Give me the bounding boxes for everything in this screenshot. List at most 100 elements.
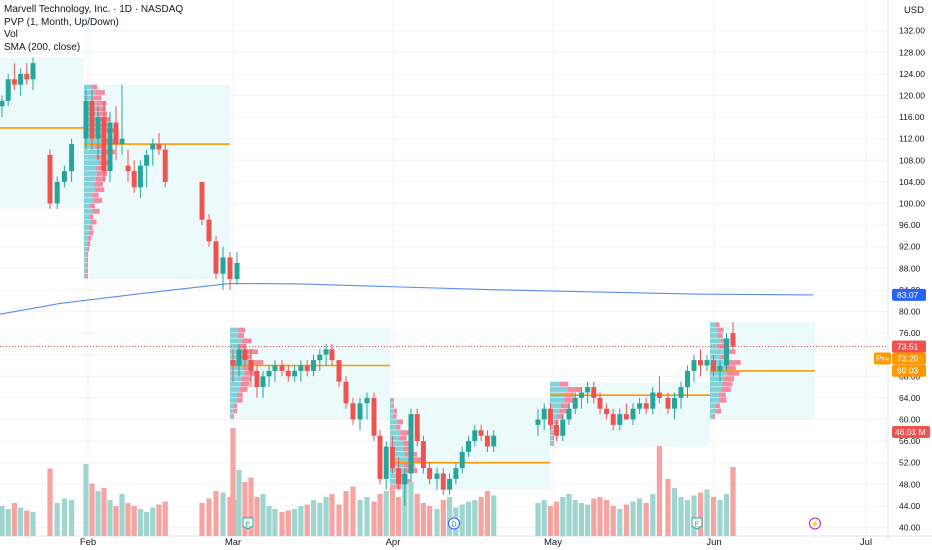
volume-bar (61, 498, 67, 536)
volume-bar (242, 482, 248, 536)
volume-bar (389, 485, 395, 536)
profile-bar-up (84, 138, 103, 144)
profile-bar-down (393, 408, 397, 414)
profile-area (84, 84, 230, 280)
volume-bar (266, 506, 272, 536)
volume-bar (298, 506, 304, 536)
profile-bar-up (710, 338, 721, 344)
volume-bar (465, 501, 472, 536)
profile-bar-up (390, 419, 398, 425)
split-icon[interactable]: ⚡ (809, 517, 821, 530)
volume-bar (671, 488, 678, 536)
profile-bar-down (402, 441, 414, 446)
volume-bar (254, 497, 260, 536)
profile-bar-down (86, 262, 88, 268)
volume-bar (279, 512, 285, 536)
profile-bar-down (95, 144, 105, 149)
profile-bar-down (92, 208, 100, 214)
profile-bar-up (390, 424, 396, 430)
profile-bar-down (241, 338, 252, 344)
volume-bar (350, 486, 356, 536)
volume-bar (560, 497, 566, 536)
volume-bar (591, 498, 597, 536)
price-tick-label: 88.00 (899, 263, 921, 273)
candle-body (691, 360, 697, 371)
candle-body (678, 387, 684, 398)
profile-bar-down (564, 397, 577, 403)
event-badges[interactable]: E D E ⚡ (242, 517, 821, 530)
volume-bar (396, 497, 402, 536)
badge-shape (809, 517, 821, 530)
candle-body (113, 122, 119, 145)
vol-indicator-label[interactable]: Vol (4, 29, 18, 40)
pvp-indicator-label[interactable]: PVP (1, Month, Up/Down) (4, 16, 119, 28)
profile-bar-down (89, 214, 94, 220)
profile-bar-down (95, 176, 106, 182)
earnings-icon[interactable]: E (242, 517, 254, 530)
volume-bar (623, 504, 629, 536)
time-tick-label: Mar (225, 537, 241, 548)
volume-bar (206, 498, 212, 536)
candle-body (248, 360, 254, 371)
profile-bar-down (96, 106, 106, 112)
candle-body (427, 468, 433, 479)
profile-bar-up (84, 181, 95, 187)
profile-bar-up (84, 203, 91, 209)
candle-body (665, 397, 671, 409)
profile-bar-up (390, 435, 400, 441)
currency-label[interactable]: USD (903, 5, 924, 16)
volume-bar (101, 488, 107, 536)
profile-bar-up (390, 397, 393, 403)
candle-body (402, 473, 408, 485)
profile-bar-down (96, 100, 107, 106)
profile-bar-up (230, 365, 243, 371)
volume-bar (402, 476, 408, 536)
candle-body (604, 408, 610, 415)
profile-bar-up (390, 473, 400, 479)
profile-bar-down (248, 360, 264, 365)
time-tick-label: Apr (386, 537, 401, 548)
volume-bar (336, 504, 342, 536)
volume-bar (554, 501, 560, 536)
volume-bar (604, 500, 610, 536)
profile-bar-up (84, 198, 95, 203)
profile-bar-up (390, 430, 401, 436)
price-tick-label: 112.00 (899, 134, 925, 144)
candle-body (107, 122, 113, 172)
earnings-icon[interactable]: E (691, 517, 703, 530)
profile-bar-down (712, 414, 716, 419)
profile-bar-up (84, 171, 97, 176)
volume-bar (478, 497, 484, 536)
symbol-title[interactable]: Marvell Technology, Inc. · 1D · NASDAQ (4, 4, 184, 15)
price-tick-label: 108.00 (899, 155, 925, 165)
volume-bar (427, 506, 433, 536)
candle-body (566, 408, 572, 420)
price-axis[interactable]: 40.0044.0048.0052.0056.0060.0064.0068.00… (899, 26, 925, 533)
profile-bar-up (84, 192, 93, 198)
profile-bar-up (710, 365, 725, 371)
volume-bar (566, 494, 572, 536)
price-tick-label: 76.00 (899, 328, 921, 338)
volume-bar (585, 504, 591, 536)
badge-shape (691, 517, 703, 530)
candle-body (408, 414, 414, 474)
profile-bar-down (86, 252, 88, 257)
pre-label-bg (874, 352, 891, 365)
profile-bar-down (723, 376, 735, 382)
profile-bar-down (407, 457, 422, 463)
sma-indicator-label[interactable]: SMA (200, close) (4, 41, 81, 53)
candle-body (336, 360, 342, 382)
candle-body (236, 349, 242, 366)
dividend-icon[interactable]: D (448, 517, 460, 530)
time-axis[interactable]: Feb Mar Apr May Jun Jul (80, 537, 872, 548)
candle-body (279, 365, 285, 371)
candle-body (0, 100, 5, 107)
price-tick-label: 48.00 (899, 479, 921, 489)
candle-body (364, 397, 370, 404)
profile-bar-down (232, 414, 234, 419)
volume-bar (547, 506, 553, 536)
candle-body (578, 392, 584, 398)
price-tick-label: 56.00 (899, 436, 921, 446)
